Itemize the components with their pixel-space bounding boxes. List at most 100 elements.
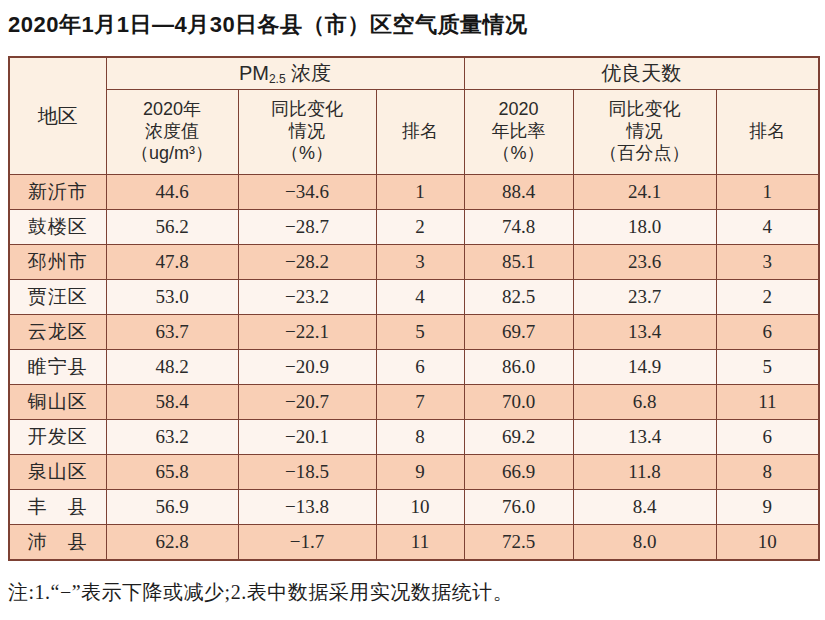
pm-value-cell: 65.8 (106, 455, 238, 490)
region-cell: 泉山区 (9, 455, 106, 490)
good-rate-cell: 76.0 (464, 490, 573, 525)
pm-change-cell: −1.7 (238, 525, 376, 561)
good-rate-cell: 70.0 (464, 385, 573, 420)
good-change-cell: 11.8 (573, 455, 716, 490)
pm-change-cell: −13.8 (238, 490, 376, 525)
header-group-good-days: 优良天数 (464, 57, 819, 90)
region-cell: 睢宁县 (9, 350, 106, 385)
pm-rank-cell: 5 (376, 315, 464, 350)
pm-change-cell: −20.1 (238, 420, 376, 455)
pm-value-cell: 58.4 (106, 385, 238, 420)
footnote: 注:1.“−”表示下降或减少;2.表中数据采用实况数据统计。 (8, 579, 825, 606)
header-good-change: 同比变化 情况 （百分点） (573, 90, 716, 175)
table-row: 丰 县 56.9 −13.8 10 76.0 8.4 9 (9, 490, 819, 525)
pm-rank-cell: 9 (376, 455, 464, 490)
region-cell: 鼓楼区 (9, 210, 106, 245)
good-rank-cell: 11 (716, 385, 819, 420)
good-rate-cell: 86.0 (464, 350, 573, 385)
table-body: 新沂市 44.6 −34.6 1 88.4 24.1 1 鼓楼区 56.2 −2… (9, 175, 819, 561)
good-rank-cell: 1 (716, 175, 819, 210)
pm-rank-cell: 6 (376, 350, 464, 385)
pm-change-cell: −20.9 (238, 350, 376, 385)
pm-change-cell: −23.2 (238, 280, 376, 315)
good-rate-cell: 82.5 (464, 280, 573, 315)
pm-value-cell: 63.2 (106, 420, 238, 455)
pm-rank-cell: 2 (376, 210, 464, 245)
good-rank-cell: 4 (716, 210, 819, 245)
air-quality-table: 地区 PM2.5 浓度 优良天数 2020年 浓度值 （ug/m³） 同比变化 … (8, 56, 820, 561)
pm25-label: PM2.5 浓度 (239, 62, 331, 84)
table-header: 地区 PM2.5 浓度 优良天数 2020年 浓度值 （ug/m³） 同比变化 … (9, 57, 819, 175)
pm-rank-cell: 3 (376, 245, 464, 280)
pm-value-cell: 53.0 (106, 280, 238, 315)
pm-rank-cell: 1 (376, 175, 464, 210)
table-row: 贾汪区 53.0 −23.2 4 82.5 23.7 2 (9, 280, 819, 315)
region-cell: 贾汪区 (9, 280, 106, 315)
table-row: 鼓楼区 56.2 −28.7 2 74.8 18.0 4 (9, 210, 819, 245)
pm-rank-cell: 4 (376, 280, 464, 315)
pm-value-cell: 44.6 (106, 175, 238, 210)
region-cell: 开发区 (9, 420, 106, 455)
good-rank-cell: 6 (716, 420, 819, 455)
pm-change-cell: −34.6 (238, 175, 376, 210)
table-row: 泉山区 65.8 −18.5 9 66.9 11.8 8 (9, 455, 819, 490)
region-cell: 新沂市 (9, 175, 106, 210)
good-rank-cell: 3 (716, 245, 819, 280)
table-row: 新沂市 44.6 −34.6 1 88.4 24.1 1 (9, 175, 819, 210)
region-cell: 丰 县 (9, 490, 106, 525)
good-rank-cell: 8 (716, 455, 819, 490)
good-change-cell: 23.6 (573, 245, 716, 280)
table-row: 开发区 63.2 −20.1 8 69.2 13.4 6 (9, 420, 819, 455)
header-good-rate: 2020 年比率 （%） (464, 90, 573, 175)
page-title: 2020年1月1日—4月30日各县（市）区空气质量情况 (8, 10, 825, 40)
pm-change-cell: −28.7 (238, 210, 376, 245)
good-change-cell: 6.8 (573, 385, 716, 420)
pm-rank-cell: 11 (376, 525, 464, 561)
good-rank-cell: 9 (716, 490, 819, 525)
pm-value-cell: 63.7 (106, 315, 238, 350)
good-rank-cell: 10 (716, 525, 819, 561)
pm-value-cell: 47.8 (106, 245, 238, 280)
pm-value-cell: 56.2 (106, 210, 238, 245)
good-change-cell: 13.4 (573, 420, 716, 455)
table-row: 铜山区 58.4 −20.7 7 70.0 6.8 11 (9, 385, 819, 420)
good-rate-cell: 69.7 (464, 315, 573, 350)
good-rank-cell: 2 (716, 280, 819, 315)
good-rate-cell: 88.4 (464, 175, 573, 210)
good-change-cell: 14.9 (573, 350, 716, 385)
pm-value-cell: 48.2 (106, 350, 238, 385)
table-row: 云龙区 63.7 −22.1 5 69.7 13.4 6 (9, 315, 819, 350)
good-rate-cell: 85.1 (464, 245, 573, 280)
region-cell: 铜山区 (9, 385, 106, 420)
pm-change-cell: −20.7 (238, 385, 376, 420)
good-rate-cell: 66.9 (464, 455, 573, 490)
header-good-rank: 排名 (716, 90, 819, 175)
table-row: 沛 县 62.8 −1.7 11 72.5 8.0 10 (9, 525, 819, 561)
pm-change-cell: −28.2 (238, 245, 376, 280)
table-row: 睢宁县 48.2 −20.9 6 86.0 14.9 5 (9, 350, 819, 385)
header-pm-change: 同比变化 情况 （%） (238, 90, 376, 175)
region-cell: 云龙区 (9, 315, 106, 350)
table-row: 邳州市 47.8 −28.2 3 85.1 23.6 3 (9, 245, 819, 280)
good-change-cell: 8.0 (573, 525, 716, 561)
good-change-cell: 8.4 (573, 490, 716, 525)
pm-value-cell: 62.8 (106, 525, 238, 561)
good-rate-cell: 69.2 (464, 420, 573, 455)
pm-change-cell: −18.5 (238, 455, 376, 490)
pm-rank-cell: 7 (376, 385, 464, 420)
pm-rank-cell: 8 (376, 420, 464, 455)
good-change-cell: 24.1 (573, 175, 716, 210)
region-cell: 沛 县 (9, 525, 106, 561)
group-header-row: 地区 PM2.5 浓度 优良天数 (9, 57, 819, 90)
header-group-pm25: PM2.5 浓度 (106, 57, 464, 90)
good-rate-cell: 74.8 (464, 210, 573, 245)
good-rank-cell: 6 (716, 315, 819, 350)
page: 2020年1月1日—4月30日各县（市）区空气质量情况 地区 PM2.5 浓度 … (0, 0, 825, 620)
good-rank-cell: 5 (716, 350, 819, 385)
region-cell: 邳州市 (9, 245, 106, 280)
pm-rank-cell: 10 (376, 490, 464, 525)
good-rate-cell: 72.5 (464, 525, 573, 561)
header-region: 地区 (9, 57, 106, 175)
pm-change-cell: −22.1 (238, 315, 376, 350)
header-pm-value: 2020年 浓度值 （ug/m³） (106, 90, 238, 175)
